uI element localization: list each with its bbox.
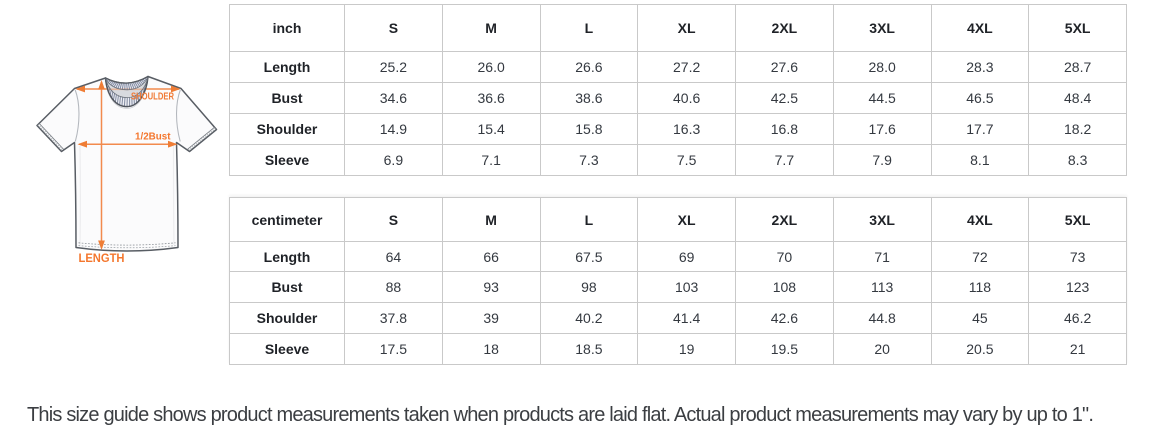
svg-text:SHOULDER: SHOULDER [131, 92, 175, 103]
svg-text:LENGTH: LENGTH [79, 251, 125, 265]
svg-text:1/2Bust: 1/2Bust [135, 131, 171, 143]
